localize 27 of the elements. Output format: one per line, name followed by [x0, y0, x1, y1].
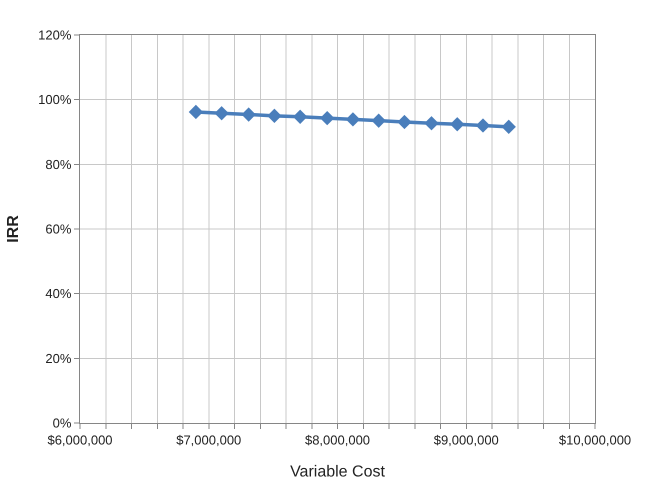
- y-tick-label: 60%: [45, 222, 72, 237]
- y-axis-title: IRR: [5, 214, 22, 243]
- point: [214, 106, 229, 120]
- x-tick-label: $10,000,000: [558, 432, 632, 448]
- y-tick-label: 120%: [38, 28, 72, 43]
- point: [372, 114, 386, 128]
- point: [188, 104, 204, 120]
- point: [267, 108, 282, 123]
- x-tick-label: $6,000,000: [47, 432, 113, 448]
- x-axis-title: Variable Cost: [290, 463, 386, 480]
- x-tick-label: $8,000,000: [304, 432, 370, 448]
- x-tick-label: $7,000,000: [176, 432, 242, 448]
- point: [502, 120, 516, 134]
- y-tick-label: 80%: [45, 156, 72, 172]
- point: [397, 114, 412, 130]
- point: [346, 112, 360, 127]
- point: [450, 117, 464, 132]
- point: [424, 116, 439, 130]
- y-tick-label: 40%: [45, 286, 72, 302]
- point: [293, 110, 308, 124]
- y-tick-label: 0%: [52, 416, 72, 431]
- x-tick-label: $9,000,000: [434, 432, 499, 448]
- y-tick-label: 100%: [38, 92, 72, 108]
- point: [476, 118, 490, 133]
- y-tick-label: 20%: [45, 350, 72, 366]
- point: [320, 110, 334, 126]
- point: [242, 107, 256, 122]
